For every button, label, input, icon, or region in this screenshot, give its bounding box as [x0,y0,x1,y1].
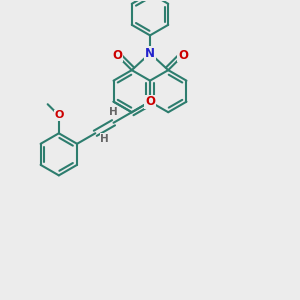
Text: O: O [178,49,188,62]
Text: H: H [100,134,109,143]
Text: N: N [145,47,155,60]
Text: O: O [54,110,64,120]
Text: H: H [109,107,118,117]
Text: O: O [112,49,122,62]
Text: O: O [145,95,155,108]
